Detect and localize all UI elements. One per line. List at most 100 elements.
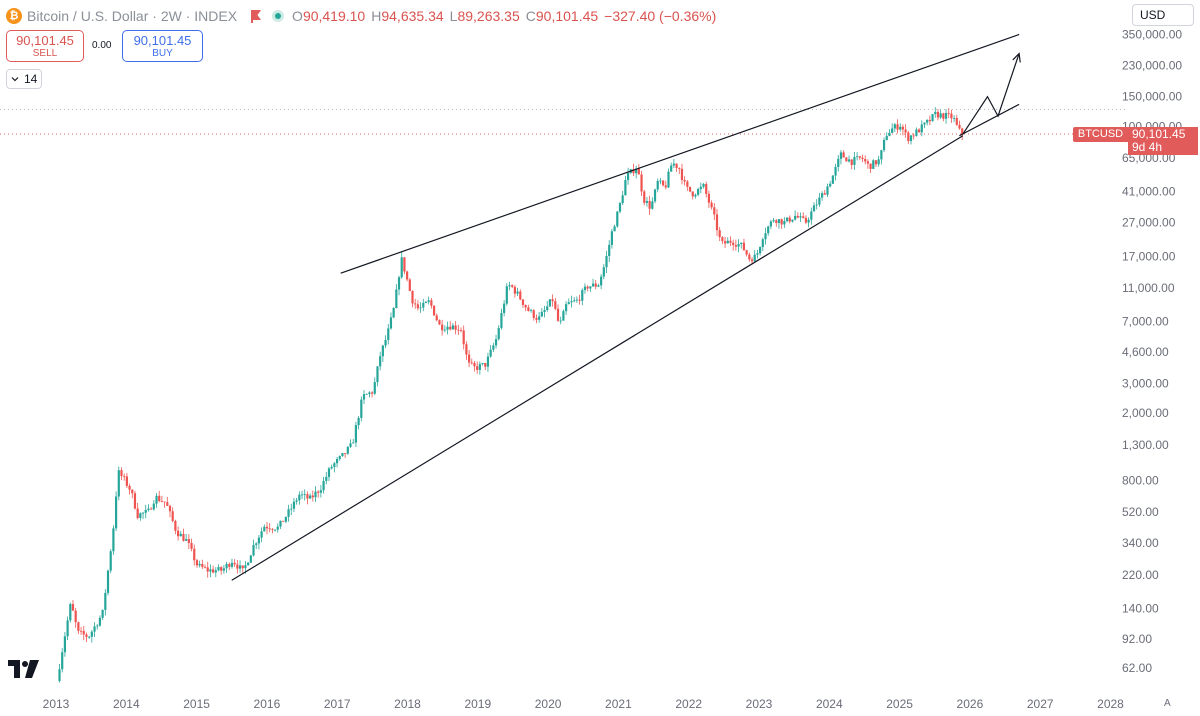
candle: [193, 544, 196, 566]
candle: [740, 242, 743, 249]
indicator-toggle[interactable]: 14: [6, 69, 42, 89]
sell-button[interactable]: 90,101.45 SELL: [6, 30, 84, 62]
candle: [503, 300, 506, 317]
candle: [257, 534, 261, 550]
candle: [71, 600, 75, 611]
candle: [556, 304, 560, 322]
candle: [783, 217, 786, 228]
candle: [877, 155, 880, 167]
candle: [322, 476, 325, 494]
candle: [354, 421, 358, 448]
market-status-icon[interactable]: [272, 10, 285, 22]
candle: [69, 602, 72, 623]
trendline[interactable]: [231, 135, 964, 581]
candle: [721, 236, 724, 245]
candle: [82, 625, 85, 640]
candle: [548, 299, 552, 307]
candle: [225, 561, 228, 573]
candle: [872, 159, 875, 169]
candle: [726, 237, 729, 244]
y-tick-label: 1,300.00: [1122, 438, 1169, 452]
candle: [909, 134, 913, 145]
currency-selector[interactable]: USD: [1132, 4, 1194, 26]
candle: [265, 522, 269, 535]
candle: [171, 507, 174, 523]
trendline[interactable]: [340, 33, 1020, 274]
candle: [500, 308, 503, 330]
candle: [521, 299, 525, 308]
candle: [699, 182, 702, 194]
candle: [349, 439, 352, 448]
candle: [123, 473, 126, 481]
candle: [815, 199, 818, 210]
candle: [702, 182, 705, 189]
candle: [856, 152, 859, 161]
candle: [335, 457, 339, 468]
candle: [958, 120, 961, 130]
candle: [438, 319, 441, 325]
candle: [858, 155, 861, 160]
y-tick-label: 62.00: [1122, 661, 1152, 675]
trendline-drawings[interactable]: [231, 33, 1021, 581]
candle: [389, 312, 393, 330]
red-flag-icon[interactable]: [249, 9, 263, 23]
candle: [850, 159, 853, 170]
candle: [104, 589, 107, 616]
candle: [346, 445, 349, 455]
tradingview-logo-icon[interactable]: [8, 660, 40, 678]
candle: [295, 497, 298, 505]
time-axis[interactable]: 2013 2014 2015 2016 2017 2018 2019 2020 2021 2022…: [43, 697, 1125, 711]
candle: [794, 210, 797, 221]
candle: [885, 132, 888, 141]
candle: [66, 616, 69, 641]
candle: [319, 485, 322, 498]
candle: [147, 504, 150, 512]
candle: [365, 393, 368, 395]
candle: [120, 467, 123, 481]
candle: [357, 415, 360, 430]
candle: [934, 107, 937, 118]
candle: [942, 112, 945, 122]
symbol-title[interactable]: Bitcoin / U.S. Dollar · 2W · INDEX: [27, 8, 238, 24]
auto-scale-button[interactable]: A: [1164, 698, 1171, 709]
candle: [467, 349, 471, 368]
candle: [109, 549, 112, 574]
candle: [769, 219, 772, 230]
candle: [691, 191, 694, 200]
candle: [182, 528, 185, 542]
candle: [939, 109, 942, 120]
candle: [540, 308, 543, 318]
candle: [923, 122, 926, 129]
candle: [532, 309, 535, 321]
candle: [141, 511, 145, 519]
candle: [723, 236, 727, 249]
price-axis[interactable]: 350,000.00230,000.00150,000.00100,000.00…: [1122, 27, 1182, 675]
projection-arrow[interactable]: [962, 53, 1020, 135]
candle: [761, 237, 764, 252]
candle: [936, 109, 940, 121]
candle: [136, 502, 139, 520]
candle: [209, 564, 212, 578]
y-tick-label: 800.00: [1122, 473, 1159, 487]
candle: [586, 285, 589, 292]
candle: [732, 239, 735, 251]
x-tick-label: 2023: [746, 697, 773, 711]
candle: [424, 300, 428, 304]
candle: [406, 270, 409, 282]
trendline[interactable]: [959, 103, 1020, 137]
candle: [705, 181, 708, 198]
y-tick-label: 27,000.00: [1122, 215, 1176, 229]
candle: [618, 201, 622, 214]
candle: [276, 523, 279, 533]
candle: [802, 212, 805, 219]
candle: [454, 321, 457, 335]
candle: [58, 664, 61, 683]
candle: [489, 345, 492, 358]
buy-button[interactable]: 90,101.45 BUY: [122, 30, 203, 62]
candle: [217, 564, 220, 572]
candle: [174, 519, 177, 535]
candle: [516, 287, 519, 296]
candle: [252, 539, 255, 557]
x-tick-label: 2019: [464, 697, 491, 711]
